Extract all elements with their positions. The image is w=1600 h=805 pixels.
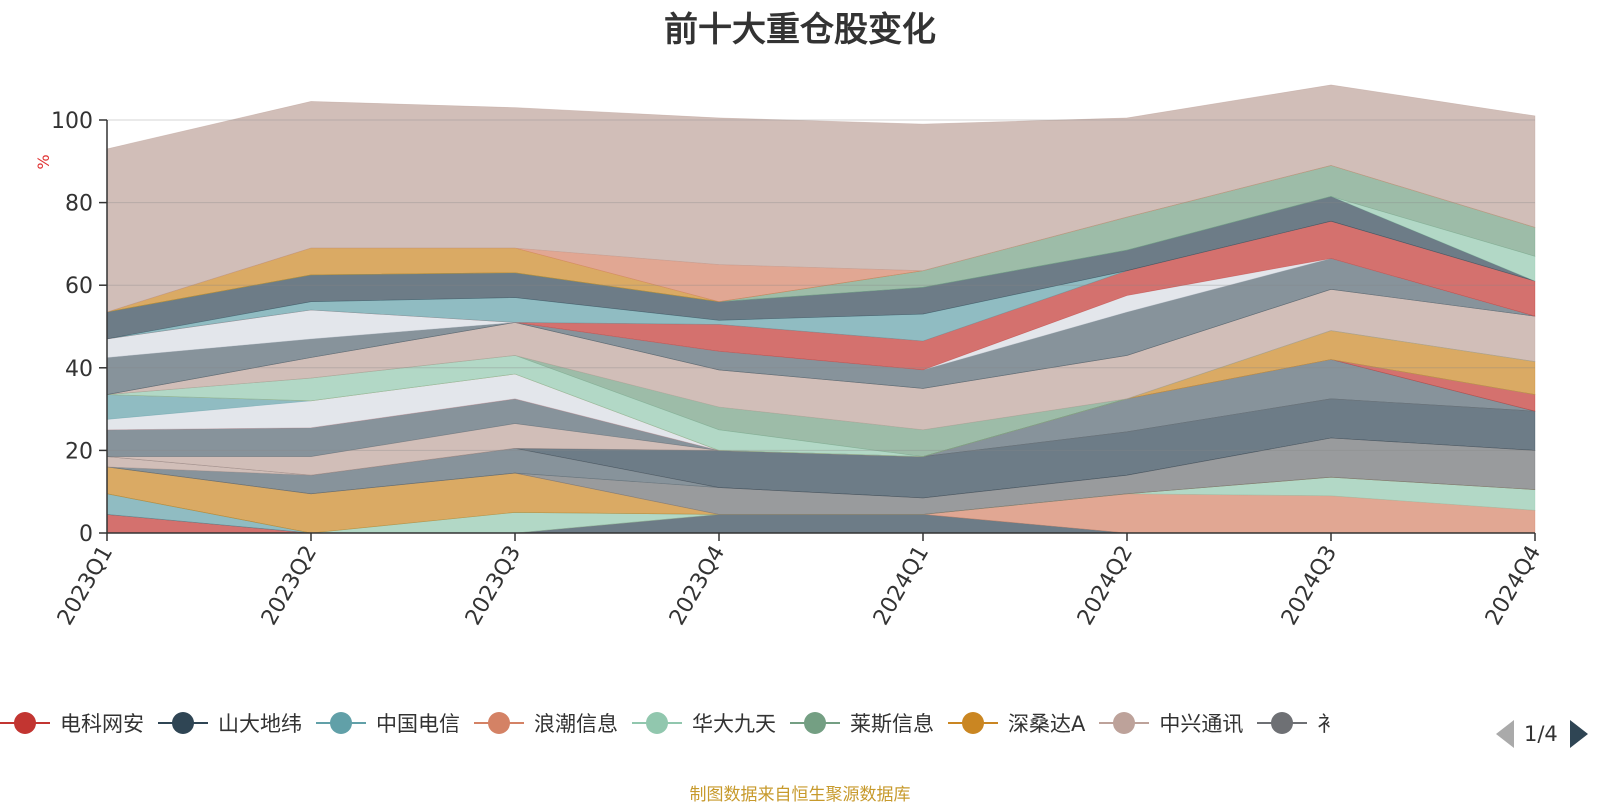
x-tick-label: 2024Q3 [1277, 542, 1342, 630]
legend-item[interactable]: 衤 [1257, 708, 1338, 738]
x-tick-label: 2024Q4 [1481, 542, 1546, 630]
legend-item-label: 电科网安 [60, 712, 144, 736]
y-tick-label: 40 [65, 357, 93, 382]
x-tick-label: 2023Q1 [53, 542, 118, 630]
legend-marker-icon [158, 711, 208, 735]
legend-item[interactable]: 中国电信 [316, 708, 460, 738]
legend-item[interactable]: 莱斯信息 [790, 708, 934, 738]
y-tick-label: 60 [65, 274, 93, 299]
legend-prev-arrow-icon[interactable] [1496, 720, 1514, 748]
legend-marker-icon [948, 711, 998, 735]
y-tick-label: 80 [65, 192, 93, 217]
area-series-32 [106, 84, 1536, 313]
legend-item[interactable]: 华大九天 [632, 708, 776, 738]
legend-marker-icon [474, 711, 524, 735]
legend-marker-icon [0, 711, 50, 735]
legend-item[interactable]: 电科网安 [0, 708, 144, 738]
legend-marker-icon [790, 711, 840, 735]
stacked-area-chart: 0 20 40 60 80 100% 2023Q1 2023Q2 2023Q3 2023Q4 202… [34, 84, 1546, 630]
legend-item-label: 深桑达A [1008, 712, 1086, 736]
legend-item-label: 莱斯信息 [850, 712, 934, 736]
legend-marker-icon [316, 711, 366, 735]
legend-item-label: 华大九天 [692, 712, 776, 736]
data-source-note: 制图数据来自恒生聚源数据库 [689, 785, 911, 805]
legend-item-label: 衤 [1317, 712, 1339, 736]
x-tick-label: 2023Q2 [257, 542, 322, 630]
y-tick-label: 0 [79, 522, 93, 547]
y-tick-label: 20 [65, 439, 93, 464]
x-tick-label: 2023Q4 [665, 542, 730, 630]
y-tick-label: 100 [51, 109, 93, 134]
legend-marker-icon [1099, 711, 1150, 735]
y-axis-label: % [34, 154, 53, 169]
x-tick-label: 2023Q3 [461, 542, 526, 630]
legend-marker-icon [632, 711, 682, 735]
legend-next-arrow-icon[interactable] [1569, 720, 1588, 748]
legend-item-label: 中兴通讯 [1159, 712, 1244, 736]
legend-pager: 1/4 [1496, 716, 1588, 752]
x-tick-label: 2024Q2 [1073, 542, 1138, 630]
legend-item[interactable]: 浪潮信息 [474, 708, 618, 738]
legend-item-label: 中国电信 [376, 712, 460, 736]
chart-legend: 电科网安 山大地纬 中国电信 浪潮信息 华大九天 莱斯信息 深桑达A 中兴通讯 衤 [0, 708, 1480, 748]
legend-item-label: 山大地纬 [218, 712, 302, 736]
legend-item[interactable]: 深桑达A [948, 708, 1085, 738]
chart-title: 前十大重仓股变化 [664, 10, 936, 50]
legend-item[interactable]: 中兴通讯 [1099, 708, 1243, 738]
legend-page-indicator: 1/4 [1524, 722, 1558, 746]
legend-item[interactable]: 山大地纬 [158, 708, 302, 738]
legend-marker-icon [1257, 711, 1308, 735]
legend-item-label: 浪潮信息 [534, 712, 618, 736]
x-tick-label: 2024Q1 [869, 542, 934, 630]
